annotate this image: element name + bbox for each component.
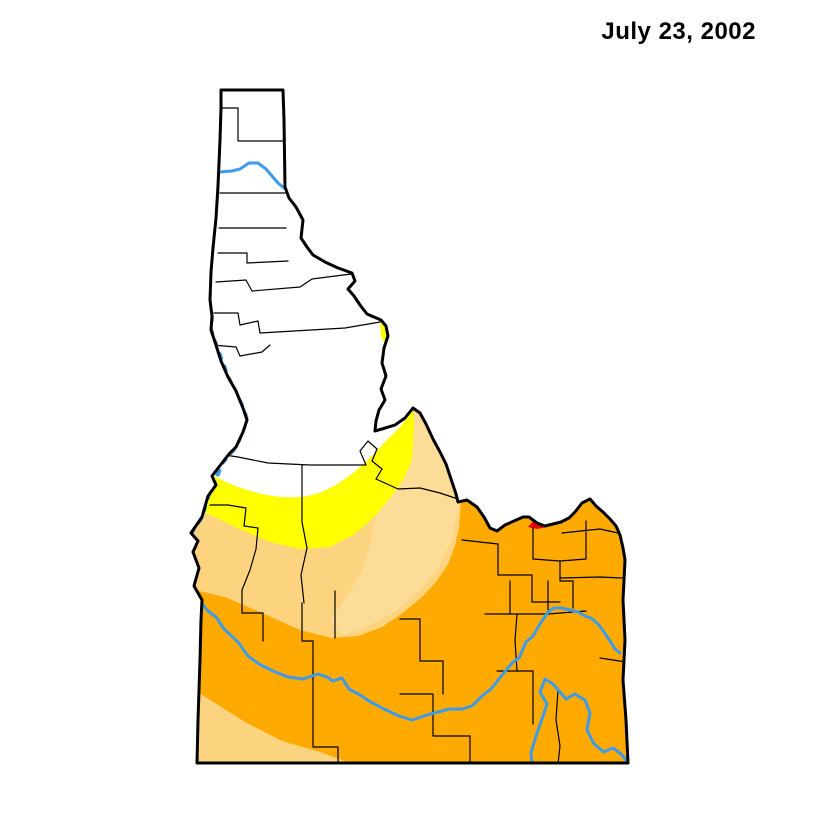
map-date: July 23, 2002 xyxy=(601,18,756,45)
state-outline xyxy=(189,88,630,765)
pend-oreille-river xyxy=(218,161,286,190)
d1-light-wash-region xyxy=(330,408,459,636)
bear-river xyxy=(529,677,628,763)
d2-severe-region xyxy=(191,488,628,763)
snake-river xyxy=(198,599,622,722)
county-lines xyxy=(204,107,627,763)
d1-southwest-corner-region xyxy=(191,686,358,763)
